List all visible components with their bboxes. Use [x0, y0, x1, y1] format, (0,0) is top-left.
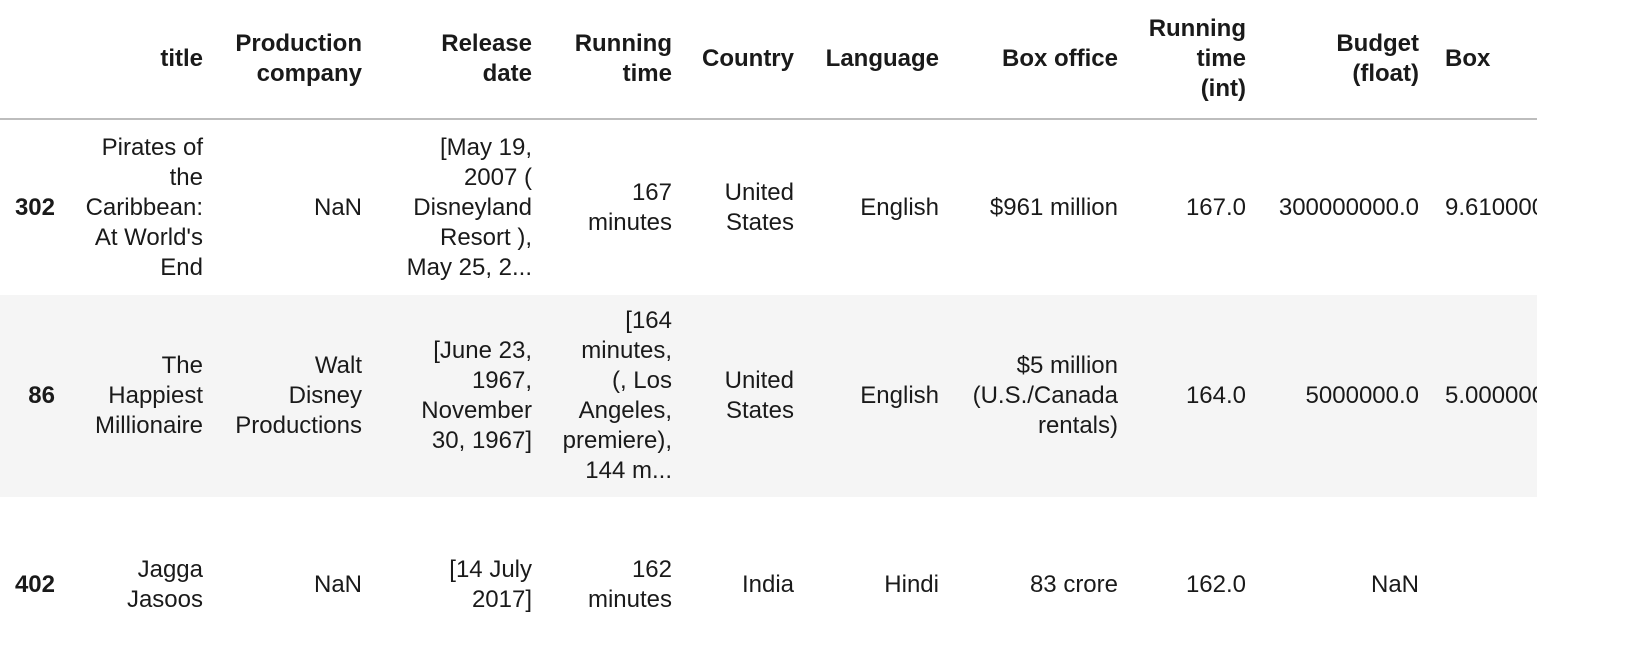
table-row: 402 Jagga Jasoos NaN [14 July 2017] 162 …	[0, 497, 1537, 670]
header-title: title	[68, 0, 216, 120]
row-index: 86	[0, 295, 68, 497]
header-release-date: Release date	[375, 0, 545, 120]
cell-language: English	[807, 295, 952, 497]
cell-box	[1432, 497, 1537, 670]
cell-box: 5.000000	[1432, 295, 1537, 497]
cell-budget-float: NaN	[1370, 570, 1419, 598]
cell-country: India	[741, 570, 794, 598]
cell-running-time: 162 minutes	[587, 555, 672, 613]
cell-production-company: Walt Disney Productions	[216, 295, 375, 497]
cell-box-office: $961 million	[989, 193, 1118, 221]
header-row: title Production company Release date Ru…	[0, 0, 1537, 120]
cell-running-time-int: 164.0	[1131, 295, 1259, 497]
cell-title: The Happiest Millionaire	[68, 295, 216, 497]
cell-production-company: NaN	[313, 570, 362, 598]
dataframe-viewport: title Production company Release date Ru…	[0, 0, 1537, 670]
header-index	[0, 0, 68, 120]
header-budget-float: Budget (float)	[1259, 0, 1432, 120]
dataframe-table: title Production company Release date Ru…	[0, 0, 1537, 670]
cell-box-office: $5 million (U.S./Canada rentals)	[952, 295, 1131, 497]
cell-release-date: [May 19, 2007 ( Disneyland Resort ), May…	[406, 133, 532, 281]
header-box: Box	[1432, 0, 1537, 120]
cell-country: United States	[685, 295, 807, 497]
cell-release-date: [June 23, 1967, November 30, 1967]	[375, 295, 545, 497]
cell-running-time-int: 167.0	[1185, 193, 1246, 221]
cell-box: 9.610000	[1445, 193, 1537, 221]
header-running-time: Running time	[545, 0, 685, 120]
cell-running-time-int: 162.0	[1185, 570, 1246, 598]
cell-running-time: 167 minutes	[587, 178, 672, 236]
cell-title: Jagga Jasoos	[126, 555, 203, 613]
cell-country: United States	[724, 178, 794, 236]
row-index: 402	[14, 570, 55, 598]
header-box-office: Box office	[952, 0, 1131, 120]
cell-language: Hindi	[884, 570, 939, 598]
cell-running-time: [164 minutes, (, Los Angeles, premiere),…	[545, 295, 685, 497]
cell-language: English	[860, 193, 939, 221]
header-production-company: Production company	[216, 0, 375, 120]
header-language: Language	[807, 0, 952, 120]
cell-budget-float: 300000000.0	[1278, 193, 1419, 221]
cell-box-office: 83 crore	[1029, 570, 1118, 598]
cell-budget-float: 5000000.0	[1259, 295, 1432, 497]
header-country: Country	[685, 0, 807, 120]
table-row: 86 The Happiest Millionaire Walt Disney …	[0, 295, 1537, 497]
header-running-time-int: Running time (int)	[1131, 0, 1259, 120]
row-index: 302	[14, 193, 55, 221]
cell-release-date: [14 July 2017]	[449, 555, 532, 613]
cell-production-company: NaN	[313, 193, 362, 221]
cell-title: Pirates of the Caribbean: At World's End	[85, 133, 203, 281]
table-row: 302 Pirates of the Caribbean: At World's…	[0, 119, 1537, 295]
